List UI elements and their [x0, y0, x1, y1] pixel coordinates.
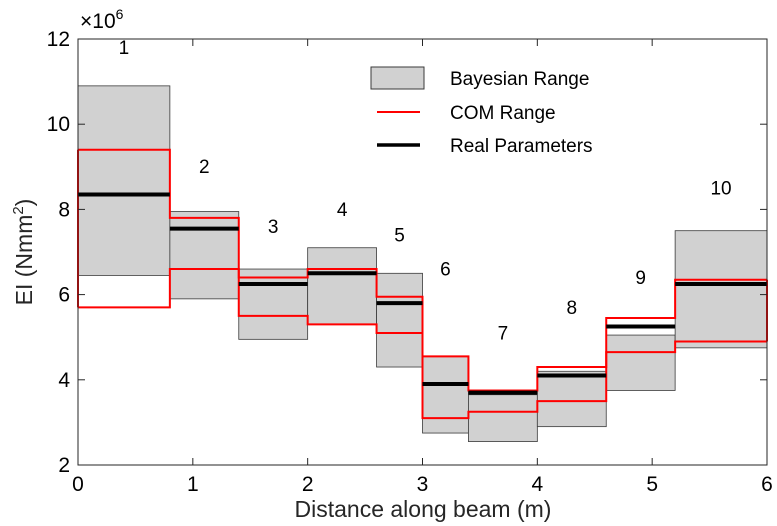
- x-tick-label: 3: [417, 473, 429, 496]
- legend-label-bayesian: Bayesian Range: [450, 69, 589, 90]
- segment-label-6: 6: [440, 259, 451, 280]
- y-scale-base: ×10: [80, 10, 116, 33]
- bayesian-range-band: [77, 85, 768, 442]
- y-axis-label-prefix: EI (Nmm: [11, 215, 37, 306]
- com-range-lower: [78, 268, 767, 420]
- segment-label-5: 5: [394, 225, 405, 246]
- segment-labels: 1 2 3 4 5 6 7 8 9 10: [119, 38, 732, 344]
- x-tick-label: 4: [531, 473, 543, 496]
- segment-label-9: 9: [635, 268, 646, 289]
- bayesian-range-segment-9: [605, 334, 676, 391]
- y-tick-label: 4: [58, 369, 70, 392]
- bayesian-range-segment-4: [307, 247, 377, 325]
- segment-label-2: 2: [199, 157, 210, 178]
- x-tick-label: 5: [646, 473, 658, 496]
- segment-label-4: 4: [337, 200, 348, 221]
- bayesian-range-segment-6: [422, 355, 469, 434]
- y-tick-label: 10: [47, 113, 70, 136]
- bayesian-range-segment-3: [238, 268, 309, 340]
- real-parameters-lines: [78, 192, 767, 395]
- legend: Bayesian Range COM Range Real Parameters: [370, 66, 593, 157]
- bayesian-range-segment-1: [77, 85, 171, 276]
- legend-swatch-bayesian: [370, 66, 425, 90]
- x-axis-label: Distance along beam (m): [295, 496, 552, 522]
- y-tick-label: 2: [58, 454, 70, 477]
- x-tick-label: 6: [761, 473, 773, 496]
- segment-label-10: 10: [710, 178, 731, 199]
- y-scale-exponent: 6: [116, 6, 124, 22]
- legend-label-real: Real Parameters: [450, 136, 593, 157]
- bayesian-range-segment-10: [674, 230, 768, 349]
- bayesian-range-segment-2: [169, 211, 240, 300]
- y-tick-label: 6: [58, 284, 70, 307]
- y-axis-label-sup: 2: [10, 206, 27, 214]
- y-axis-label: EI (Nmm2): [10, 199, 37, 306]
- bayesian-range-segment-7: [468, 394, 538, 442]
- segment-label-3: 3: [268, 217, 279, 238]
- y-scale-label: ×106: [80, 6, 124, 33]
- y-tick-label: 12: [47, 28, 70, 51]
- legend-label-com: COM Range: [450, 103, 556, 124]
- y-axis-label-suffix: ): [11, 199, 37, 207]
- segment-label-1: 1: [119, 38, 130, 59]
- bayesian-range-segment-8: [536, 370, 607, 428]
- x-tick-label: 1: [187, 473, 199, 496]
- segment-label-8: 8: [566, 298, 577, 319]
- x-tick-label: 0: [72, 473, 84, 496]
- segment-label-7: 7: [498, 323, 509, 344]
- bayesian-range-segment-5: [376, 272, 423, 368]
- x-tick-label: 2: [302, 473, 314, 496]
- y-tick-label: 8: [58, 198, 70, 221]
